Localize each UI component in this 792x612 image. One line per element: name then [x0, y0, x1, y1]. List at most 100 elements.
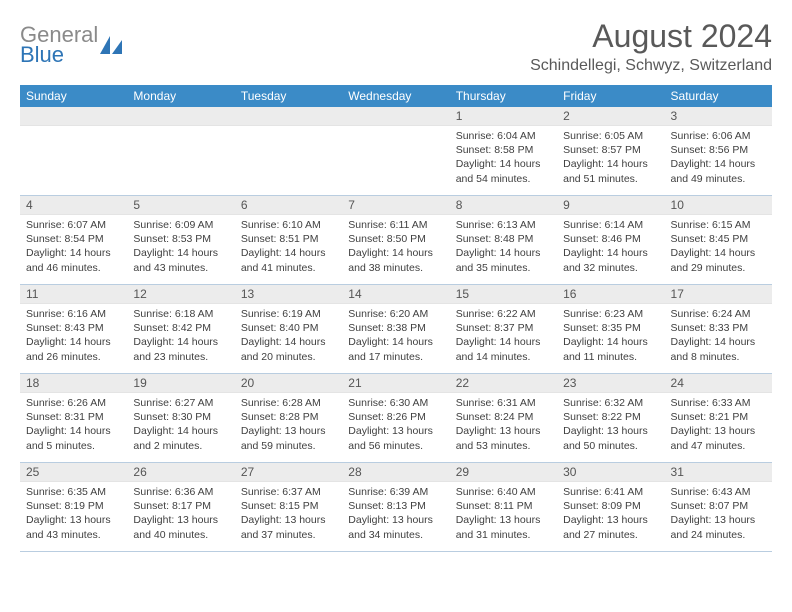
- day-cell: 20Sunrise: 6:28 AMSunset: 8:28 PMDayligh…: [235, 374, 342, 462]
- day-number: 16: [557, 285, 664, 304]
- day-number: [127, 107, 234, 126]
- sunrise-line: Sunrise: 6:35 AM: [26, 485, 121, 499]
- sunrise-line: Sunrise: 6:06 AM: [671, 129, 766, 143]
- sunset-line: Sunset: 8:42 PM: [133, 321, 228, 335]
- month-title: August 2024: [530, 18, 772, 55]
- day-number: 17: [665, 285, 772, 304]
- weekday-header-cell: Friday: [557, 85, 664, 107]
- day-details: Sunrise: 6:24 AMSunset: 8:33 PMDaylight:…: [665, 304, 772, 370]
- daylight-line: Daylight: 14 hours and 43 minutes.: [133, 246, 228, 274]
- day-details: Sunrise: 6:19 AMSunset: 8:40 PMDaylight:…: [235, 304, 342, 370]
- sunset-line: Sunset: 8:31 PM: [26, 410, 121, 424]
- day-details: Sunrise: 6:11 AMSunset: 8:50 PMDaylight:…: [342, 215, 449, 281]
- day-cell: [20, 107, 127, 195]
- day-details: Sunrise: 6:14 AMSunset: 8:46 PMDaylight:…: [557, 215, 664, 281]
- daylight-line: Daylight: 14 hours and 26 minutes.: [26, 335, 121, 363]
- day-cell: 5Sunrise: 6:09 AMSunset: 8:53 PMDaylight…: [127, 196, 234, 284]
- day-cell: 21Sunrise: 6:30 AMSunset: 8:26 PMDayligh…: [342, 374, 449, 462]
- sunset-line: Sunset: 8:54 PM: [26, 232, 121, 246]
- sunrise-line: Sunrise: 6:19 AM: [241, 307, 336, 321]
- day-details: Sunrise: 6:33 AMSunset: 8:21 PMDaylight:…: [665, 393, 772, 459]
- day-cell: 18Sunrise: 6:26 AMSunset: 8:31 PMDayligh…: [20, 374, 127, 462]
- sunrise-line: Sunrise: 6:33 AM: [671, 396, 766, 410]
- daylight-line: Daylight: 13 hours and 56 minutes.: [348, 424, 443, 452]
- day-number: 4: [20, 196, 127, 215]
- day-number: 7: [342, 196, 449, 215]
- day-details: Sunrise: 6:04 AMSunset: 8:58 PMDaylight:…: [450, 126, 557, 192]
- day-details: Sunrise: 6:43 AMSunset: 8:07 PMDaylight:…: [665, 482, 772, 548]
- daylight-line: Daylight: 13 hours and 31 minutes.: [456, 513, 551, 541]
- daylight-line: Daylight: 13 hours and 37 minutes.: [241, 513, 336, 541]
- sunrise-line: Sunrise: 6:10 AM: [241, 218, 336, 232]
- daylight-line: Daylight: 13 hours and 34 minutes.: [348, 513, 443, 541]
- daylight-line: Daylight: 13 hours and 50 minutes.: [563, 424, 658, 452]
- sunrise-line: Sunrise: 6:23 AM: [563, 307, 658, 321]
- day-cell: 17Sunrise: 6:24 AMSunset: 8:33 PMDayligh…: [665, 285, 772, 373]
- day-details: Sunrise: 6:27 AMSunset: 8:30 PMDaylight:…: [127, 393, 234, 459]
- daylight-line: Daylight: 14 hours and 46 minutes.: [26, 246, 121, 274]
- daylight-line: Daylight: 14 hours and 32 minutes.: [563, 246, 658, 274]
- sunrise-line: Sunrise: 6:24 AM: [671, 307, 766, 321]
- sunrise-line: Sunrise: 6:26 AM: [26, 396, 121, 410]
- sunset-line: Sunset: 8:19 PM: [26, 499, 121, 513]
- logo-text: General Blue: [20, 24, 98, 66]
- sunrise-line: Sunrise: 6:28 AM: [241, 396, 336, 410]
- daylight-line: Daylight: 14 hours and 17 minutes.: [348, 335, 443, 363]
- sunset-line: Sunset: 8:15 PM: [241, 499, 336, 513]
- day-cell: [235, 107, 342, 195]
- day-number: 14: [342, 285, 449, 304]
- sunset-line: Sunset: 8:21 PM: [671, 410, 766, 424]
- day-cell: 25Sunrise: 6:35 AMSunset: 8:19 PMDayligh…: [20, 463, 127, 551]
- day-cell: 11Sunrise: 6:16 AMSunset: 8:43 PMDayligh…: [20, 285, 127, 373]
- day-number: 13: [235, 285, 342, 304]
- sunset-line: Sunset: 8:28 PM: [241, 410, 336, 424]
- sunset-line: Sunset: 8:46 PM: [563, 232, 658, 246]
- daylight-line: Daylight: 14 hours and 2 minutes.: [133, 424, 228, 452]
- sunrise-line: Sunrise: 6:22 AM: [456, 307, 551, 321]
- sunrise-line: Sunrise: 6:37 AM: [241, 485, 336, 499]
- day-number: 3: [665, 107, 772, 126]
- day-cell: 14Sunrise: 6:20 AMSunset: 8:38 PMDayligh…: [342, 285, 449, 373]
- day-details: Sunrise: 6:09 AMSunset: 8:53 PMDaylight:…: [127, 215, 234, 281]
- day-cell: 2Sunrise: 6:05 AMSunset: 8:57 PMDaylight…: [557, 107, 664, 195]
- day-cell: 30Sunrise: 6:41 AMSunset: 8:09 PMDayligh…: [557, 463, 664, 551]
- daylight-line: Daylight: 14 hours and 5 minutes.: [26, 424, 121, 452]
- daylight-line: Daylight: 14 hours and 49 minutes.: [671, 157, 766, 185]
- day-number: 11: [20, 285, 127, 304]
- week-row: 25Sunrise: 6:35 AMSunset: 8:19 PMDayligh…: [20, 463, 772, 552]
- day-number: 27: [235, 463, 342, 482]
- sunset-line: Sunset: 8:40 PM: [241, 321, 336, 335]
- daylight-line: Daylight: 13 hours and 53 minutes.: [456, 424, 551, 452]
- day-number: 2: [557, 107, 664, 126]
- calendar-page: General Blue August 2024 Schindellegi, S…: [0, 0, 792, 570]
- weeks-container: 1Sunrise: 6:04 AMSunset: 8:58 PMDaylight…: [20, 107, 772, 552]
- sunset-line: Sunset: 8:22 PM: [563, 410, 658, 424]
- day-number: 15: [450, 285, 557, 304]
- day-details: Sunrise: 6:18 AMSunset: 8:42 PMDaylight:…: [127, 304, 234, 370]
- daylight-line: Daylight: 14 hours and 54 minutes.: [456, 157, 551, 185]
- sunrise-line: Sunrise: 6:04 AM: [456, 129, 551, 143]
- sunrise-line: Sunrise: 6:32 AM: [563, 396, 658, 410]
- sunrise-line: Sunrise: 6:20 AM: [348, 307, 443, 321]
- sunset-line: Sunset: 8:50 PM: [348, 232, 443, 246]
- sunrise-line: Sunrise: 6:05 AM: [563, 129, 658, 143]
- day-details: Sunrise: 6:07 AMSunset: 8:54 PMDaylight:…: [20, 215, 127, 281]
- week-row: 4Sunrise: 6:07 AMSunset: 8:54 PMDaylight…: [20, 196, 772, 285]
- day-cell: 19Sunrise: 6:27 AMSunset: 8:30 PMDayligh…: [127, 374, 234, 462]
- day-cell: 12Sunrise: 6:18 AMSunset: 8:42 PMDayligh…: [127, 285, 234, 373]
- day-cell: 23 Sunrise: 6:32 AMSunset: 8:22 PMDayligh…: [557, 374, 664, 462]
- week-row: 11Sunrise: 6:16 AMSunset: 8:43 PMDayligh…: [20, 285, 772, 374]
- day-number: 23: [557, 374, 664, 393]
- day-details: Sunrise: 6:23 AMSunset: 8:35 PMDaylight:…: [557, 304, 664, 370]
- day-details: Sunrise: 6:05 AMSunset: 8:57 PMDaylight:…: [557, 126, 664, 192]
- sunrise-line: Sunrise: 6:11 AM: [348, 218, 443, 232]
- daylight-line: Daylight: 13 hours and 24 minutes.: [671, 513, 766, 541]
- day-details: Sunrise: 6:13 AMSunset: 8:48 PMDaylight:…: [450, 215, 557, 281]
- sunset-line: Sunset: 8:26 PM: [348, 410, 443, 424]
- daylight-line: Daylight: 14 hours and 14 minutes.: [456, 335, 551, 363]
- sunset-line: Sunset: 8:24 PM: [456, 410, 551, 424]
- day-details: Sunrise: 6:39 AMSunset: 8:13 PMDaylight:…: [342, 482, 449, 548]
- day-cell: 13Sunrise: 6:19 AMSunset: 8:40 PMDayligh…: [235, 285, 342, 373]
- day-number: 1: [450, 107, 557, 126]
- sunrise-line: Sunrise: 6:27 AM: [133, 396, 228, 410]
